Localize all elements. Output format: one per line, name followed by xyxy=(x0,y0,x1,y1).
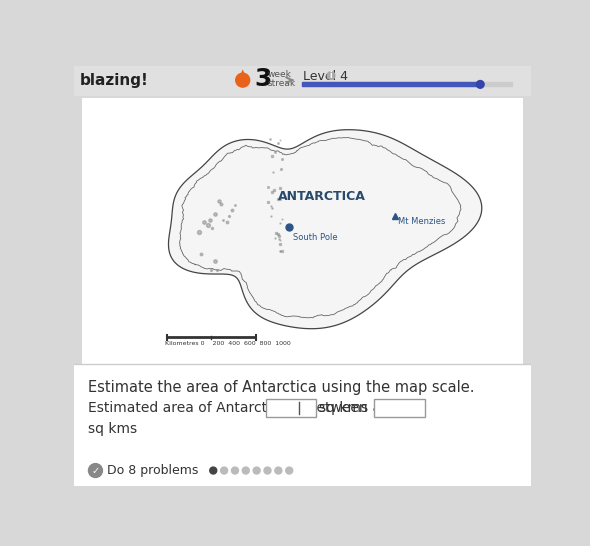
Text: sq kms and: sq kms and xyxy=(319,401,399,415)
Bar xyxy=(375,399,425,417)
Circle shape xyxy=(242,467,250,474)
Circle shape xyxy=(275,467,282,474)
Bar xyxy=(74,364,531,486)
Text: Kilometres 0    200  400  600  800  1000: Kilometres 0 200 400 600 800 1000 xyxy=(165,341,291,346)
Bar xyxy=(266,399,316,417)
Text: 3: 3 xyxy=(254,67,272,91)
Text: Estimate the area of Antarctica using the map scale.: Estimate the area of Antarctica using th… xyxy=(88,379,474,395)
Circle shape xyxy=(286,467,293,474)
Text: Do 8 problems: Do 8 problems xyxy=(107,464,198,477)
Text: ✓: ✓ xyxy=(91,466,100,476)
Text: blazing!: blazing! xyxy=(80,73,149,88)
Bar xyxy=(81,98,523,364)
Text: i: i xyxy=(330,71,332,80)
Circle shape xyxy=(221,467,228,474)
Circle shape xyxy=(210,467,217,474)
Text: streak: streak xyxy=(267,79,296,88)
Circle shape xyxy=(264,467,271,474)
Text: Level 4: Level 4 xyxy=(303,70,348,83)
Text: South Pole: South Pole xyxy=(293,233,337,242)
Text: sq kms: sq kms xyxy=(88,422,137,436)
Bar xyxy=(74,66,531,96)
Circle shape xyxy=(88,464,103,477)
Bar xyxy=(302,82,480,86)
Polygon shape xyxy=(169,130,482,329)
Circle shape xyxy=(253,467,260,474)
Text: Mt Menzies: Mt Menzies xyxy=(398,217,445,226)
Circle shape xyxy=(327,72,335,79)
Polygon shape xyxy=(237,69,248,82)
Text: week: week xyxy=(267,70,291,79)
Circle shape xyxy=(236,73,250,87)
Bar xyxy=(302,82,512,86)
Text: Estimated area of Antarctica = between: Estimated area of Antarctica = between xyxy=(88,401,368,415)
Circle shape xyxy=(231,467,238,474)
Text: ANTARCTICA: ANTARCTICA xyxy=(278,190,366,203)
Circle shape xyxy=(476,80,484,88)
